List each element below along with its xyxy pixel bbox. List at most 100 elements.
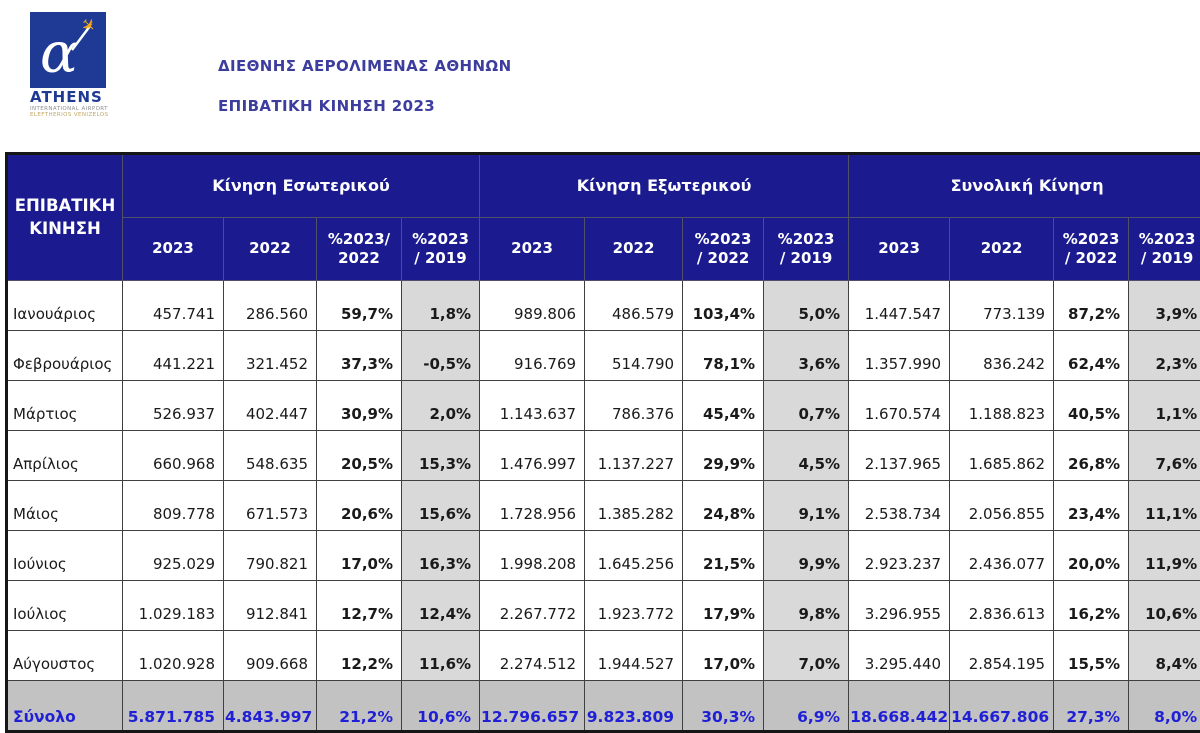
logo-subtitle-1: INTERNATIONAL AIRPORT: [30, 106, 110, 113]
cell-value: 18.668.442: [849, 681, 950, 732]
group-header-domestic: Κίνηση Εσωτερικού: [123, 154, 480, 218]
cell-value: 3.295.440: [849, 631, 950, 681]
cell-value: 16,3%: [402, 531, 480, 581]
cell-value: 402.447: [224, 381, 317, 431]
cell-value: 24,8%: [683, 481, 764, 531]
airport-logo: α ✈ ATHENS INTERNATIONAL AIRPORT ELEFTHE…: [30, 12, 110, 119]
cell-value: 1.923.772: [585, 581, 683, 631]
page-header: ΔΙΕΘΝΗΣ ΑΕΡΟΛΙΜΕΝΑΣ ΑΘΗΝΩΝ ΕΠΙΒΑΤΙΚΗ ΚΙΝ…: [218, 57, 512, 137]
month-label: Μάρτιος: [7, 381, 123, 431]
cell-value: 9,8%: [764, 581, 849, 631]
cell-value: 1.385.282: [585, 481, 683, 531]
col-header: %2023 / 2019: [402, 218, 480, 281]
col-header: 2023: [480, 218, 585, 281]
cell-value: 773.139: [950, 281, 1054, 331]
total-label: Σύνολο: [7, 681, 123, 732]
cell-value: 12,2%: [317, 631, 402, 681]
cell-value: 809.778: [123, 481, 224, 531]
cell-value: 2.274.512: [480, 631, 585, 681]
cell-value: 1,1%: [1129, 381, 1200, 431]
cell-value: 1.188.823: [950, 381, 1054, 431]
month-label: Φεβρουάριος: [7, 331, 123, 381]
logo-brand-text: ATHENS: [30, 90, 110, 106]
cell-value: 7,6%: [1129, 431, 1200, 481]
month-label: Ιούνιος: [7, 531, 123, 581]
logo-subtitle-2: ELEFTHERIOS VENIZELOS: [30, 112, 110, 119]
cell-value: 10,6%: [1129, 581, 1200, 631]
cell-value: 2,3%: [1129, 331, 1200, 381]
cell-value: 14.667.806: [950, 681, 1054, 732]
cell-value: 20,6%: [317, 481, 402, 531]
col-header: %2023 / 2019: [764, 218, 849, 281]
col-header: 2022: [224, 218, 317, 281]
cell-value: 45,4%: [683, 381, 764, 431]
cell-value: 790.821: [224, 531, 317, 581]
group-header-total: Συνολική Κίνηση: [849, 154, 1200, 218]
alpha-glyph: α: [40, 21, 78, 86]
cell-value: 9.823.809: [585, 681, 683, 732]
col-header: 2022: [950, 218, 1054, 281]
cell-value: 2,0%: [402, 381, 480, 431]
passenger-traffic-table: ΕΠΙΒΑΤΙΚΗ ΚΙΝΗΣΗ Κίνηση Εσωτερικού Κίνησ…: [5, 152, 1200, 733]
corner-header: ΕΠΙΒΑΤΙΚΗ ΚΙΝΗΣΗ: [7, 154, 123, 281]
cell-value: 2.056.855: [950, 481, 1054, 531]
cell-value: 15,3%: [402, 431, 480, 481]
cell-value: 17,9%: [683, 581, 764, 631]
cell-value: 30,3%: [683, 681, 764, 732]
cell-value: 2.854.195: [950, 631, 1054, 681]
cell-value: 15,5%: [1054, 631, 1129, 681]
cell-value: 1.944.527: [585, 631, 683, 681]
cell-value: 1.020.928: [123, 631, 224, 681]
cell-value: 2.836.613: [950, 581, 1054, 631]
cell-value: 514.790: [585, 331, 683, 381]
cell-value: 916.769: [480, 331, 585, 381]
month-label: Ιανουάριος: [7, 281, 123, 331]
cell-value: 2.137.965: [849, 431, 950, 481]
cell-value: 8,0%: [1129, 681, 1200, 732]
sub-header-row: 2023 2022 %2023/ 2022 %2023 / 2019 2023 …: [7, 218, 1200, 281]
col-header: 2022: [585, 218, 683, 281]
cell-value: 87,2%: [1054, 281, 1129, 331]
cell-value: 912.841: [224, 581, 317, 631]
cell-value: 786.376: [585, 381, 683, 431]
cell-value: 78,1%: [683, 331, 764, 381]
cell-value: 11,6%: [402, 631, 480, 681]
cell-value: 4,5%: [764, 431, 849, 481]
cell-value: 16,2%: [1054, 581, 1129, 631]
cell-value: 0,7%: [764, 381, 849, 431]
cell-value: 21,5%: [683, 531, 764, 581]
cell-value: 37,3%: [317, 331, 402, 381]
cell-value: 26,8%: [1054, 431, 1129, 481]
cell-value: 23,4%: [1054, 481, 1129, 531]
cell-value: 5.871.785: [123, 681, 224, 732]
cell-value: 1.998.208: [480, 531, 585, 581]
page-title: ΔΙΕΘΝΗΣ ΑΕΡΟΛΙΜΕΝΑΣ ΑΘΗΝΩΝ: [218, 57, 512, 75]
cell-value: 62,4%: [1054, 331, 1129, 381]
cell-value: 925.029: [123, 531, 224, 581]
cell-value: 20,0%: [1054, 531, 1129, 581]
cell-value: 12.796.657: [480, 681, 585, 732]
col-header: 2023: [849, 218, 950, 281]
cell-value: 59,7%: [317, 281, 402, 331]
cell-value: 548.635: [224, 431, 317, 481]
cell-value: 3.296.955: [849, 581, 950, 631]
cell-value: 2.436.077: [950, 531, 1054, 581]
cell-value: 20,5%: [317, 431, 402, 481]
cell-value: 909.668: [224, 631, 317, 681]
cell-value: 11,1%: [1129, 481, 1200, 531]
cell-value: 660.968: [123, 431, 224, 481]
cell-value: 10,6%: [402, 681, 480, 732]
col-header: %2023 / 2022: [1054, 218, 1129, 281]
cell-value: 989.806: [480, 281, 585, 331]
cell-value: 1.685.862: [950, 431, 1054, 481]
cell-value: 4.843.997: [224, 681, 317, 732]
cell-value: 2.923.237: [849, 531, 950, 581]
airport-logo-icon: α ✈: [30, 12, 106, 88]
cell-value: 457.741: [123, 281, 224, 331]
cell-value: 11,9%: [1129, 531, 1200, 581]
cell-value: 1.476.997: [480, 431, 585, 481]
